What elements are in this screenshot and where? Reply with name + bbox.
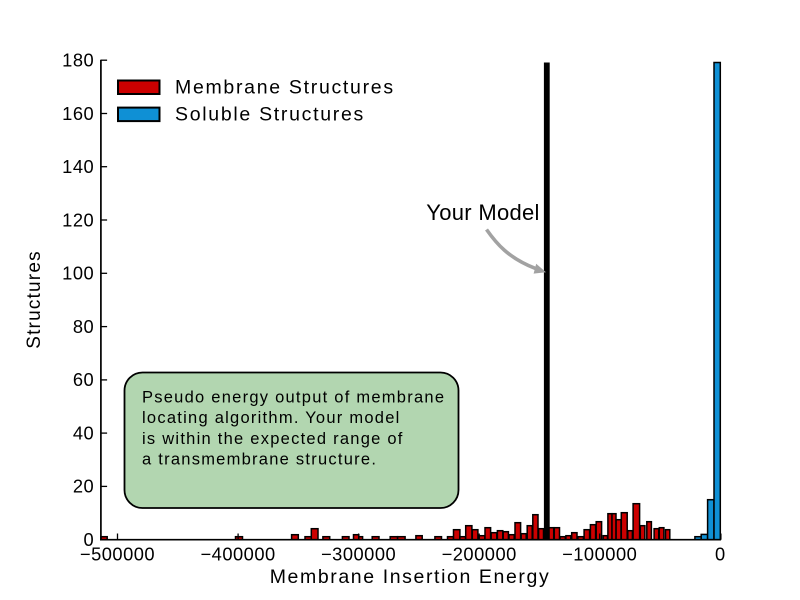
- svg-text:60: 60: [73, 369, 94, 390]
- svg-text:−200000: −200000: [442, 544, 517, 565]
- svg-text:−400000: −400000: [201, 544, 276, 565]
- svg-text:Your Model: Your Model: [426, 200, 539, 225]
- svg-text:−100000: −100000: [562, 544, 637, 565]
- svg-text:160: 160: [62, 103, 94, 124]
- svg-text:locating algorithm. Your model: locating algorithm. Your model: [142, 409, 401, 427]
- svg-text:100: 100: [62, 263, 94, 284]
- svg-text:is within the expected range o: is within the expected range of: [142, 430, 404, 448]
- svg-text:Membrane Structures: Membrane Structures: [175, 77, 395, 99]
- svg-text:Membrane Insertion Energy: Membrane Insertion Energy: [270, 566, 551, 588]
- svg-text:20: 20: [73, 476, 94, 497]
- svg-text:120: 120: [62, 209, 94, 230]
- svg-text:Pseudo energy output of membra: Pseudo energy output of membrane: [142, 389, 445, 407]
- svg-text:80: 80: [73, 316, 94, 337]
- svg-text:0: 0: [84, 529, 95, 550]
- svg-text:0: 0: [715, 544, 726, 565]
- svg-text:Soluble Structures: Soluble Structures: [175, 104, 365, 126]
- svg-text:180: 180: [62, 50, 94, 71]
- svg-text:−300000: −300000: [321, 544, 396, 565]
- svg-text:40: 40: [73, 422, 94, 443]
- svg-text:−500000: −500000: [80, 544, 155, 565]
- svg-text:140: 140: [62, 156, 94, 177]
- svg-text:a transmembrane structure.: a transmembrane structure.: [142, 451, 377, 469]
- svg-text:Structures: Structures: [24, 250, 45, 349]
